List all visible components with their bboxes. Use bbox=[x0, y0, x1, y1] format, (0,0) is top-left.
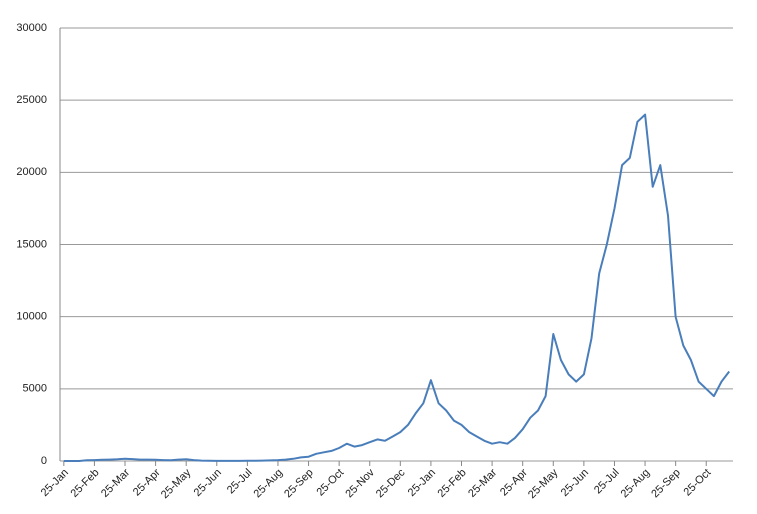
x-tick-label: 25-May bbox=[159, 466, 194, 501]
x-tick-label: 25-Dec bbox=[374, 466, 408, 500]
x-tick-label: 25-May bbox=[526, 466, 561, 501]
x-tick-label: 25-Feb bbox=[436, 467, 469, 500]
x-tick-label: 25-Apr bbox=[498, 466, 530, 498]
x-tick-label: 25-Jul bbox=[225, 467, 255, 497]
y-tick-label: 15000 bbox=[16, 238, 47, 250]
y-tick-label: 30000 bbox=[16, 22, 47, 34]
y-tick-label: 5000 bbox=[23, 383, 47, 395]
x-tick-label: 25-Feb bbox=[68, 467, 101, 500]
x-tick-label: 25-Jul bbox=[592, 467, 622, 497]
y-tick-label: 25000 bbox=[16, 94, 47, 106]
x-tick-label: 25-Mar bbox=[466, 466, 499, 499]
y-tick-label: 0 bbox=[41, 455, 47, 467]
x-tick-label: 25-Nov bbox=[343, 466, 377, 500]
x-tick-label: 25-Mar bbox=[99, 466, 132, 499]
x-tick-label: 25-Jun bbox=[559, 467, 591, 499]
x-tick-label: 25-Jan bbox=[406, 467, 438, 499]
y-tick-label: 10000 bbox=[16, 311, 47, 323]
x-tick-label: 25-Sep bbox=[649, 467, 683, 501]
x-tick-label: 25-Oct bbox=[314, 467, 346, 499]
x-tick-label: 25-Sep bbox=[282, 467, 316, 501]
x-tick-label: 25-Aug bbox=[252, 467, 286, 501]
x-tick-label: 25-Jan bbox=[39, 467, 71, 499]
x-tick-label: 25-Apr bbox=[131, 466, 163, 498]
x-tick-label: 25-Oct bbox=[682, 467, 714, 499]
x-tick-label: 25-Aug bbox=[619, 467, 653, 501]
y-tick-label: 20000 bbox=[16, 166, 47, 178]
x-tick-label: 25-Jun bbox=[192, 467, 224, 499]
data-line bbox=[63, 113, 730, 462]
